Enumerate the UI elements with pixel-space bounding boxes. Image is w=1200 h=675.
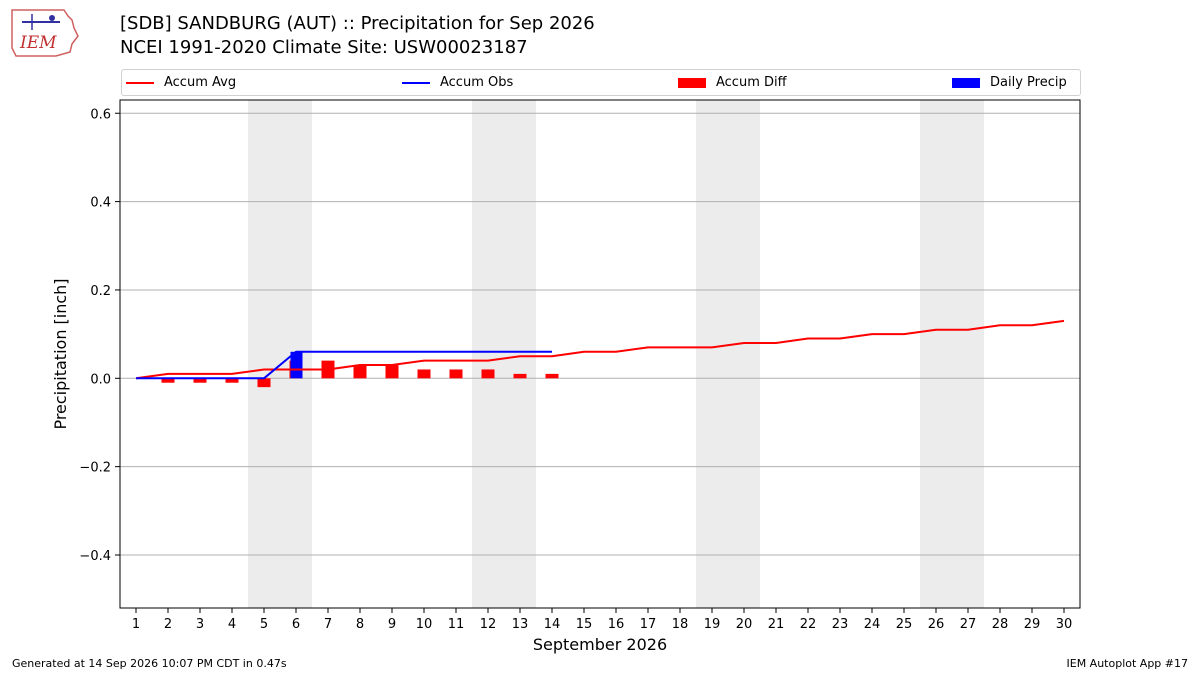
- x-tick-label: 28: [992, 617, 1009, 632]
- accum-diff-bar: [545, 373, 559, 379]
- accum-diff-bar: [481, 369, 495, 379]
- x-tick-label: 3: [196, 617, 204, 632]
- x-tick-label: 18: [672, 617, 689, 632]
- accum-diff-bar: [161, 378, 175, 383]
- accum-diff-bar: [417, 369, 431, 379]
- x-tick-label: 16: [608, 617, 625, 632]
- accum-diff-bar: [225, 378, 239, 383]
- legend-item-accum-obs: Accum Obs: [402, 70, 513, 95]
- daily-precip-bar: [290, 351, 303, 379]
- accum-diff-bar: [257, 378, 271, 388]
- chart-title: [SDB] SANDBURG (AUT) :: Precipitation fo…: [120, 13, 595, 34]
- x-tick-label: 8: [356, 617, 364, 632]
- weekend-band-4: [920, 100, 984, 608]
- accum-diff-bar: [449, 369, 463, 379]
- x-axis-label: September 2026: [533, 635, 667, 654]
- legend-label-daily-precip: Daily Precip: [990, 75, 1067, 90]
- x-tick-label: 27: [960, 617, 977, 632]
- x-tick-label: 2: [164, 617, 172, 632]
- x-tick-label: 6: [292, 617, 300, 632]
- y-tick-label: 0.0: [90, 372, 111, 387]
- x-tick-label: 19: [704, 617, 721, 632]
- legend-swatch-accum-diff: [678, 77, 706, 88]
- x-tick-label: 14: [544, 617, 561, 632]
- x-tick-label: 24: [864, 617, 881, 632]
- footer-app-id: IEM Autoplot App #17: [1066, 657, 1189, 670]
- x-tick-label: 23: [832, 617, 849, 632]
- x-tick-label: 22: [800, 617, 817, 632]
- x-tick-label: 25: [896, 617, 913, 632]
- x-tick-label: 26: [928, 617, 945, 632]
- accum-diff-bar: [353, 365, 367, 379]
- accum-obs-line: [136, 350, 552, 380]
- x-tick-label: 12: [480, 617, 497, 632]
- legend-item-daily-precip: Daily Precip: [952, 70, 1067, 95]
- legend-swatch-daily-precip: [952, 77, 980, 88]
- x-tick-label: 10: [416, 617, 433, 632]
- x-tick-label: 21: [768, 617, 785, 632]
- x-tick-label: 29: [1024, 617, 1041, 632]
- y-tick-label: 0.2: [90, 284, 111, 299]
- weekend-band-3: [696, 100, 760, 608]
- x-tick-label: 7: [324, 617, 332, 632]
- y-tick-label: −0.4: [79, 549, 111, 564]
- legend: Accum Avg Accum Obs Accum Diff Daily Pre…: [121, 69, 1081, 96]
- legend-item-accum-avg: Accum Avg: [126, 70, 236, 95]
- x-tick-label: 4: [228, 617, 236, 632]
- chart-subtitle: NCEI 1991-2020 Climate Site: USW00023187: [120, 37, 528, 58]
- x-tick-label: 11: [448, 617, 465, 632]
- x-tick-label: 30: [1056, 617, 1073, 632]
- x-tick-label: 15: [576, 617, 593, 632]
- x-tick-label: 9: [388, 617, 396, 632]
- y-tick-label: −0.2: [79, 461, 111, 476]
- x-tick-label: 17: [640, 617, 657, 632]
- x-tick-label: 20: [736, 617, 753, 632]
- legend-label-accum-obs: Accum Obs: [440, 75, 514, 90]
- x-tick-label: 13: [512, 617, 529, 632]
- footer-generated: Generated at 14 Sep 2026 10:07 PM CDT in…: [12, 657, 287, 670]
- x-tick-label: 5: [260, 617, 268, 632]
- accum-diff-bar: [193, 378, 207, 383]
- y-tick-label: 0.4: [90, 196, 111, 211]
- accum-avg-line: [135, 319, 1065, 380]
- legend-label-accum-avg: Accum Avg: [164, 75, 237, 90]
- accum-diff-bar: [385, 365, 399, 379]
- legend-swatch-accum-avg: [126, 81, 154, 84]
- weekend-band-2: [472, 100, 536, 608]
- iem-logo-graphic: IEM: [11, 9, 79, 57]
- plot-frame: [119, 99, 1081, 609]
- y-axis-label: Precipitation [inch]: [51, 278, 70, 429]
- svg-text:IEM: IEM: [19, 33, 57, 53]
- accum-diff-bar: [513, 373, 527, 379]
- x-tick-label: 1: [132, 617, 140, 632]
- legend-item-accum-diff: Accum Diff: [678, 70, 787, 95]
- legend-swatch-accum-obs: [402, 81, 430, 84]
- y-tick-label: 0.6: [90, 107, 111, 122]
- legend-label-accum-diff: Accum Diff: [716, 75, 787, 90]
- iem-logo: IEM: [8, 6, 80, 58]
